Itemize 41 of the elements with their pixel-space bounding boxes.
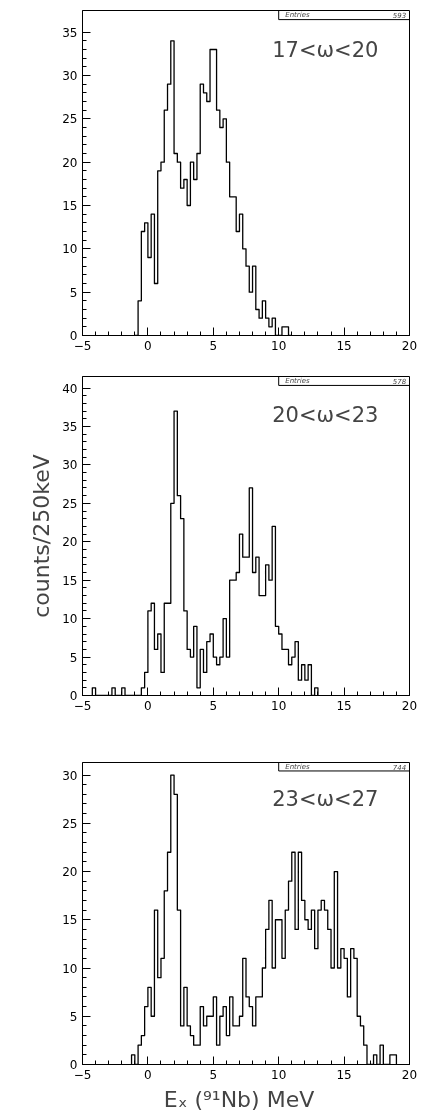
- y-tick-label: 5: [69, 285, 78, 300]
- y-tick-label: 5: [69, 1009, 78, 1024]
- x-tick-label: 10: [271, 338, 287, 353]
- y-tick-label: 15: [62, 913, 78, 928]
- x-tick-label: 0: [144, 1067, 152, 1082]
- y-tick-label: 15: [62, 573, 78, 588]
- y-tick-label: 30: [62, 768, 78, 783]
- x-tick-label: 10: [271, 698, 287, 713]
- x-tick-label: 10: [271, 1067, 287, 1082]
- x-tick-label: 5: [209, 698, 218, 713]
- y-tick-label: 30: [62, 458, 78, 473]
- x-tick-label: 5: [209, 1067, 218, 1082]
- y-tick-label: 20: [62, 535, 78, 550]
- y-tick-label: 40: [62, 381, 78, 396]
- y-tick-label: 35: [62, 25, 78, 40]
- x-tick-label: 20: [401, 1067, 418, 1082]
- y-tick-label: 30: [62, 69, 78, 83]
- y-tick-label: 25: [62, 496, 78, 511]
- y-tick-label: 20: [62, 155, 78, 170]
- x-tick-label: 0: [144, 338, 152, 353]
- annotation: 20<ω<23: [272, 402, 379, 427]
- y-tick-label: 5: [69, 650, 78, 665]
- x-axis-title: Eₓ (⁹¹Nb) MeV: [163, 1086, 315, 1112]
- y-tick-label: 10: [62, 961, 78, 976]
- x-tick-label: 0: [144, 698, 152, 713]
- y-tick-label: 10: [62, 242, 78, 257]
- y-tick-label: 25: [62, 816, 78, 831]
- y-tick-label: 15: [62, 199, 78, 213]
- y-tick-label: 20: [62, 865, 78, 880]
- y-tick-label: 25: [62, 112, 78, 127]
- x-tick-label: 20: [401, 698, 418, 713]
- x-tick-label: 20: [401, 338, 418, 353]
- y-tick-label: 35: [62, 419, 78, 434]
- x-tick-label: 15: [336, 698, 352, 713]
- annotation: 23<ω<27: [272, 786, 379, 811]
- x-tick-label: 5: [209, 338, 218, 353]
- x-tick-label: 15: [336, 1067, 352, 1082]
- x-tick-label: 15: [336, 338, 352, 353]
- y-axis-title: counts/250keV: [29, 454, 55, 618]
- annotation: 17<ω<20: [272, 37, 379, 62]
- y-tick-label: 10: [62, 612, 78, 627]
